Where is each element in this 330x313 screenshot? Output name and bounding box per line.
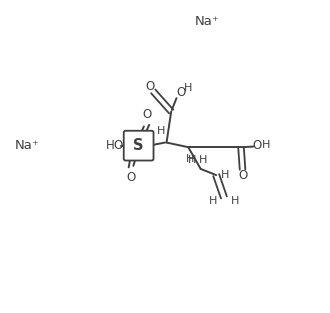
Text: O: O [252,140,262,152]
Text: O: O [127,171,136,184]
Text: H: H [186,154,194,164]
Text: H: H [188,155,196,165]
Text: O: O [238,169,247,182]
Text: H: H [183,83,192,93]
Text: H: H [262,140,270,150]
Text: H: H [157,126,165,136]
Text: O: O [113,139,122,151]
Text: Na⁺: Na⁺ [15,139,39,152]
Text: H: H [221,170,230,180]
Text: H: H [209,196,217,206]
Text: Na⁺: Na⁺ [194,15,219,28]
FancyBboxPatch shape [124,131,153,161]
Text: S: S [133,138,144,153]
Text: H: H [231,196,239,206]
Text: H: H [199,155,207,165]
Text: H: H [106,139,115,151]
Text: O: O [142,108,151,121]
Text: O: O [176,86,185,100]
Text: O: O [146,80,155,93]
